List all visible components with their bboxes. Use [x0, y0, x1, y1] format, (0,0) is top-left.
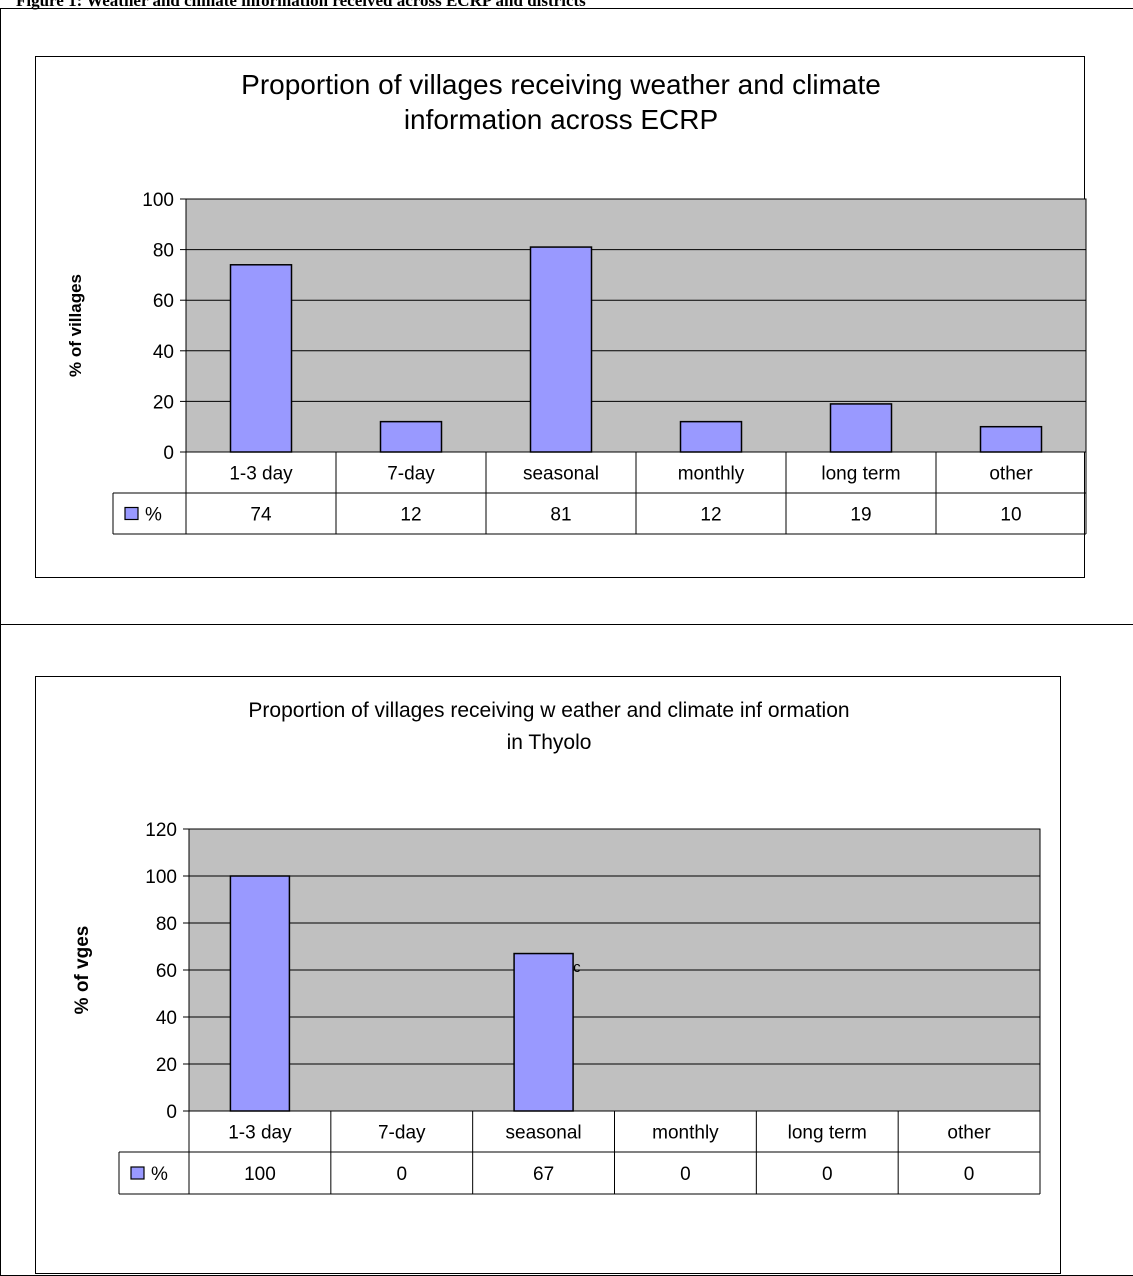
ecrp-category-label: long term [821, 464, 900, 485]
ecrp-y-axis-label: % of villages [66, 274, 85, 377]
ecrp-category-label: 1-3 day [229, 464, 293, 485]
thyolo-bar [513, 952, 574, 1112]
ecrp-legend-label: % [145, 505, 162, 526]
figure-caption: Figure 1: Weather and climate informatio… [16, 0, 586, 10]
ecrp-y-tick-label: 0 [163, 443, 174, 464]
thyolo-y-tick-label: 120 [145, 820, 177, 841]
thyolo-y-tick-label: 0 [166, 1102, 177, 1123]
chart-ecrp-svg: Proportion of villages receiving weather… [66, 69, 1087, 535]
thyolo-data-label: 0 [396, 1164, 407, 1185]
thyolo-y-tick-label: 60 [156, 961, 177, 982]
ecrp-bar [679, 420, 743, 453]
ecrp-category-label: 7-day [387, 464, 435, 485]
thyolo-category-label: long term [788, 1123, 867, 1144]
thyolo-legend-label: % [151, 1164, 168, 1185]
thyolo-category-label: 7-day [378, 1123, 426, 1144]
thyolo-title-line-1: in Thyolo [507, 731, 592, 754]
ecrp-data-label: 81 [550, 505, 571, 526]
thyolo-title-line-0: Proportion of villages receiving w eathe… [248, 699, 849, 722]
thyolo-y-tick-label: 80 [156, 914, 177, 935]
ecrp-category-label: seasonal [523, 464, 599, 485]
ecrp-plot-area [185, 198, 1087, 453]
ecrp-data-label: 74 [250, 505, 272, 526]
ecrp-data-label: 10 [1000, 505, 1021, 526]
thyolo-category-label: 1-3 day [228, 1123, 292, 1144]
chart-thyolo-svg: Proportion of villages receiving w eathe… [72, 699, 1041, 1195]
thyolo-category-label: seasonal [506, 1123, 582, 1144]
ecrp-data-label: 19 [850, 505, 871, 526]
thyolo-y-tick-label: 100 [145, 867, 177, 888]
ecrp-bar [229, 264, 293, 453]
ecrp-bar [529, 246, 593, 453]
thyolo-bar [229, 875, 291, 1112]
ecrp-category-label: monthly [678, 464, 745, 485]
thyolo-annotation: c [573, 959, 581, 976]
thyolo-y-tick-label: 40 [156, 1008, 177, 1029]
thyolo-data-label: 67 [533, 1164, 554, 1185]
chart-thyolo: Proportion of villages receiving w eathe… [35, 676, 1061, 1274]
ecrp-legend-swatch [124, 506, 139, 521]
ecrp-title-line-0: Proportion of villages receiving weather… [241, 69, 881, 100]
ecrp-bar [829, 403, 893, 453]
ecrp-bar [979, 425, 1043, 453]
ecrp-y-tick-label: 20 [153, 392, 174, 413]
thyolo-category-label: monthly [652, 1123, 719, 1144]
ecrp-y-tick-label: 60 [153, 291, 174, 312]
ecrp-data-label: 12 [700, 505, 721, 526]
ecrp-data-label: 12 [400, 505, 421, 526]
ecrp-y-tick-label: 40 [153, 342, 174, 363]
ecrp-category-label: other [989, 464, 1033, 485]
thyolo-data-label: 0 [964, 1164, 975, 1185]
chart-ecrp: Proportion of villages receiving weather… [35, 56, 1087, 578]
thyolo-data-label: 0 [680, 1164, 691, 1185]
thyolo-y-axis-label: % of vges [72, 926, 93, 1015]
thyolo-legend-swatch [130, 1166, 145, 1180]
ecrp-title-line-1: information across ECRP [404, 104, 718, 135]
thyolo-category-label: other [947, 1123, 991, 1144]
thyolo-data-label: 0 [822, 1164, 833, 1185]
ecrp-y-tick-label: 80 [153, 241, 174, 262]
ecrp-bar [379, 420, 443, 453]
ecrp-y-tick-label: 100 [142, 190, 174, 211]
thyolo-y-tick-label: 20 [156, 1055, 177, 1076]
thyolo-data-label: 100 [244, 1164, 276, 1185]
